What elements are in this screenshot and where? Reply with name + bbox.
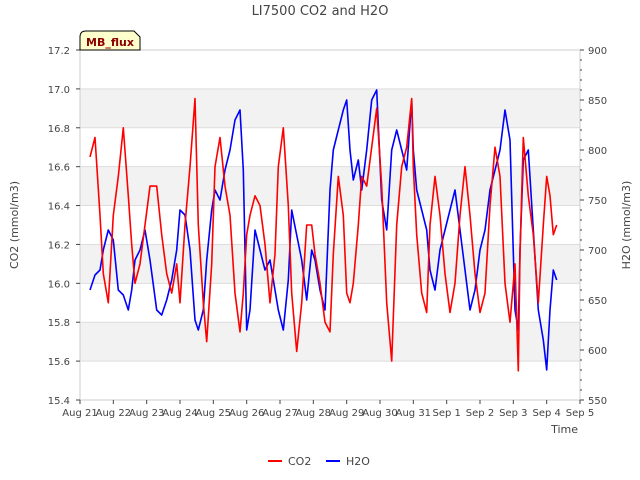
- mb-flux-badge: MB_flux: [79, 30, 141, 51]
- y-tick-label-left: 15.6: [48, 357, 70, 368]
- x-tick-label: Aug 24: [162, 408, 197, 419]
- y-tick-label-left: 17.0: [48, 85, 70, 96]
- x-tick-label: Aug 26: [229, 408, 264, 419]
- y-tick-label-right: 600: [588, 346, 607, 357]
- y-tick-label-left: 16.0: [48, 279, 70, 290]
- right-axis-ticks: 550 600 650 700 750 800 850 900: [580, 46, 607, 407]
- series-line-co2: [89, 97, 558, 372]
- plot-bands: [80, 88, 580, 362]
- legend: CO2 H2O: [268, 455, 370, 468]
- y-tick-label-left: 16.2: [48, 240, 70, 251]
- x-tick-label: Sep 3: [499, 408, 527, 419]
- series-layer: [89, 89, 558, 372]
- x-tick-label: Aug 31: [396, 408, 431, 419]
- chart-title: LI7500 CO2 and H2O: [252, 4, 389, 19]
- y-tick-label-left: 16.4: [48, 202, 70, 213]
- y-tick-label-right: 750: [588, 196, 607, 207]
- mb-flux-badge-text: MB_flux: [86, 36, 134, 49]
- y-tick-label-left: 16.6: [48, 163, 70, 174]
- x-tick-label: Aug 30: [362, 408, 397, 419]
- series-line-h2o: [89, 89, 558, 371]
- x-tick-label: Sep 2: [466, 408, 494, 419]
- plot-frame: [79, 49, 581, 401]
- y-tick-label-left: 16.8: [48, 124, 70, 135]
- x-tick-label: Sep 4: [532, 408, 560, 419]
- legend-label-co2: CO2: [288, 455, 311, 468]
- x-tick-label: Sep 1: [432, 408, 460, 419]
- x-tick-label: Aug 23: [129, 408, 164, 419]
- x-axis-label: Time: [550, 423, 578, 436]
- x-tick-label: Aug 28: [296, 408, 331, 419]
- y-axis-label-right: H2O (mmol/m3): [620, 181, 633, 270]
- y-tick-label-left: 15.8: [48, 318, 70, 329]
- y-tick-label-right: 650: [588, 296, 607, 307]
- x-tick-label: Sep 5: [566, 408, 594, 419]
- x-tick-label: Aug 27: [262, 408, 297, 419]
- y-tick-label-right: 550: [588, 396, 607, 407]
- y-tick-label-right: 700: [588, 246, 607, 257]
- left-axis-ticks: 15.4 15.6 15.8 16.0 16.2 16.4 16.6 16.8 17.0 17.2: [48, 46, 80, 407]
- legend-label-h2o: H2O: [346, 455, 370, 468]
- plot-band: [80, 88, 580, 128]
- x-tick-label: Aug 29: [329, 408, 364, 419]
- y-tick-label-right: 900: [588, 46, 607, 57]
- y-tick-label-right: 800: [588, 146, 607, 157]
- y-tick-label-right: 850: [588, 96, 607, 107]
- y-tick-label-left: 17.2: [48, 46, 70, 57]
- x-tick-label: Aug 22: [96, 408, 131, 419]
- x-tick-label: Aug 21: [62, 408, 97, 419]
- y-tick-label-left: 15.4: [48, 396, 70, 407]
- x-tick-label: Aug 25: [196, 408, 231, 419]
- y-axis-label-left: CO2 (mmol/m3): [8, 181, 21, 269]
